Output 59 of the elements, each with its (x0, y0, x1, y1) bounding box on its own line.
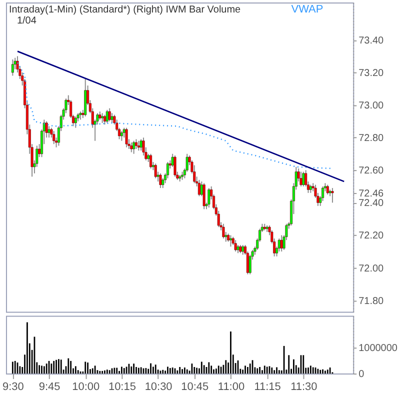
candlestick (302, 171, 305, 187)
x-tick-label: 11:15 (254, 381, 281, 394)
candlestick (159, 172, 162, 189)
candlestick (140, 138, 142, 152)
candlestick (174, 154, 176, 178)
candlestick (193, 164, 196, 184)
candlestick (101, 112, 104, 124)
candlestick (125, 127, 128, 148)
x-tick-label: 10:45 (181, 381, 209, 394)
text: 1/04 (16, 15, 37, 26)
candlestick (154, 163, 157, 179)
y-tick-label: 72.40 (358, 198, 384, 210)
y-tick-label: 73.00 (358, 100, 384, 112)
x-tick-label: 11:30 (290, 381, 318, 394)
candlestick (132, 140, 136, 154)
y-tick-label: 1000000 (358, 342, 398, 354)
y-tick-label: 0 (358, 369, 365, 380)
candlestick (137, 140, 140, 152)
candlestick (166, 161, 169, 179)
candlestick (234, 240, 237, 252)
text: VWAP (291, 3, 324, 16)
x-tick-label: 10:15 (108, 381, 136, 394)
y-tick-label: 72.80 (358, 133, 384, 144)
y-tick-label: 72.46 (358, 188, 384, 200)
candlestick (110, 112, 114, 124)
x-tick-label: 10:00 (72, 381, 100, 394)
candlestick (202, 182, 206, 210)
candlestick (208, 188, 210, 208)
candlestick (162, 178, 164, 189)
candlestick (11, 58, 14, 76)
chart-title: Intraday(1-Min) (Standard*) (Right) IWM Bar Volume (8, 4, 241, 16)
x-tick-label: 9:30 (2, 381, 24, 394)
candlestick (229, 234, 232, 248)
candlestick (248, 254, 252, 275)
candlestick (130, 142, 133, 153)
candlestick (326, 184, 329, 196)
y-tick-label: 71.80 (358, 296, 384, 307)
candlestick (322, 186, 324, 202)
candlestick (150, 153, 152, 169)
y-tick-label: 72.20 (358, 230, 384, 242)
line-series (16, 62, 334, 170)
candlestick (48, 126, 50, 138)
x-tick-label: 11:00 (218, 381, 245, 394)
candlestick (106, 109, 108, 124)
candlestick (108, 108, 111, 122)
candlestick (242, 244, 244, 256)
y-tick-label: 72.60 (358, 166, 384, 177)
y-tick-label: 73.40 (358, 35, 384, 46)
y-tick-label: 73.20 (358, 68, 384, 79)
candlestick (300, 171, 302, 187)
candlestick (331, 188, 334, 204)
candlestick (120, 130, 123, 142)
candlestick (52, 130, 56, 145)
candlestick (222, 223, 225, 239)
x-tick-label: 9:45 (38, 381, 60, 394)
candlestick (280, 234, 283, 252)
x-tick-label: 10:30 (144, 381, 172, 394)
candlestick (74, 116, 77, 128)
y-tick-label: 72.00 (358, 263, 384, 274)
